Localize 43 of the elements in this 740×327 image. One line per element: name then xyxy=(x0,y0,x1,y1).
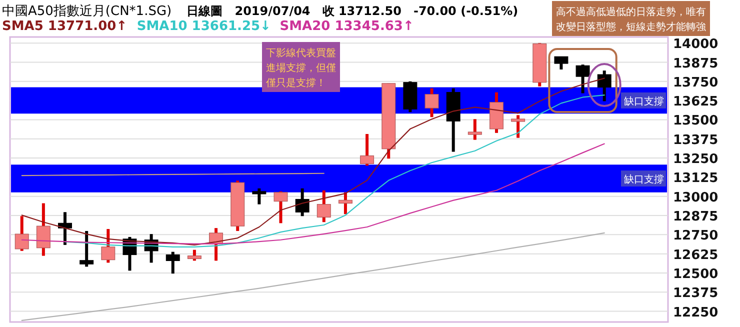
y-tick-label: 13250 xyxy=(673,152,718,168)
band-label: 缺口支撐 xyxy=(624,95,664,108)
band-label: 缺口支撐 xyxy=(624,174,664,186)
chart-title: 中國A50指數近月(CN*1.SG) xyxy=(2,4,172,19)
candlestick xyxy=(187,250,202,261)
candlestick xyxy=(14,216,29,251)
candlestick xyxy=(36,203,50,256)
annotation: 下影線代表買盤進場支撐，但僅僅只是支撐！ xyxy=(266,47,336,89)
candlestick xyxy=(166,252,180,274)
y-tick-label: 13000 xyxy=(673,190,718,206)
candlestick xyxy=(295,188,310,216)
candlestick xyxy=(316,190,331,222)
y-tick-label: 14000 xyxy=(673,37,718,52)
candlestick xyxy=(252,188,266,204)
text: SMA5 13771.00↑ xyxy=(2,19,128,34)
y-tick-label: 12750 xyxy=(673,228,718,244)
candlestick xyxy=(338,192,352,214)
candlestick xyxy=(468,119,482,140)
y-tick-label: 12500 xyxy=(673,266,718,282)
candlestick xyxy=(101,228,116,263)
candlestick xyxy=(274,191,288,224)
y-tick-label: 13875 xyxy=(673,56,718,72)
candlestick xyxy=(80,230,94,267)
candlestick xyxy=(511,115,526,138)
y-tick-label: 12375 xyxy=(673,286,718,302)
y-tick-label: 12875 xyxy=(673,210,718,225)
y-tick-label: 13500 xyxy=(673,114,718,129)
candlestick xyxy=(597,70,612,102)
y-tick-label: 13625 xyxy=(673,94,718,110)
y-tick-label: 13375 xyxy=(673,132,718,148)
line-series xyxy=(21,232,605,322)
y-tick-label: 13125 xyxy=(673,171,718,186)
candlestick xyxy=(554,56,568,70)
y-tick-label: 12250 xyxy=(673,305,718,320)
text: SMA20 13345.63↑ xyxy=(280,19,414,34)
candlestick xyxy=(424,88,439,118)
y-tick-label: 13750 xyxy=(673,75,718,90)
candlestick xyxy=(360,134,374,166)
text: SMA10 13661.25↓ xyxy=(136,19,271,34)
chart-subtitle: 日線圖 2019/07/04 收 13712.50 -70.00 (-0.51%) xyxy=(186,4,518,18)
y-tick-label: 12625 xyxy=(673,248,718,263)
candlestick xyxy=(576,64,590,94)
text: 高不過高低過低的日落走勢，唯有改變日落型態，短線走勢才能轉強 xyxy=(556,6,706,33)
